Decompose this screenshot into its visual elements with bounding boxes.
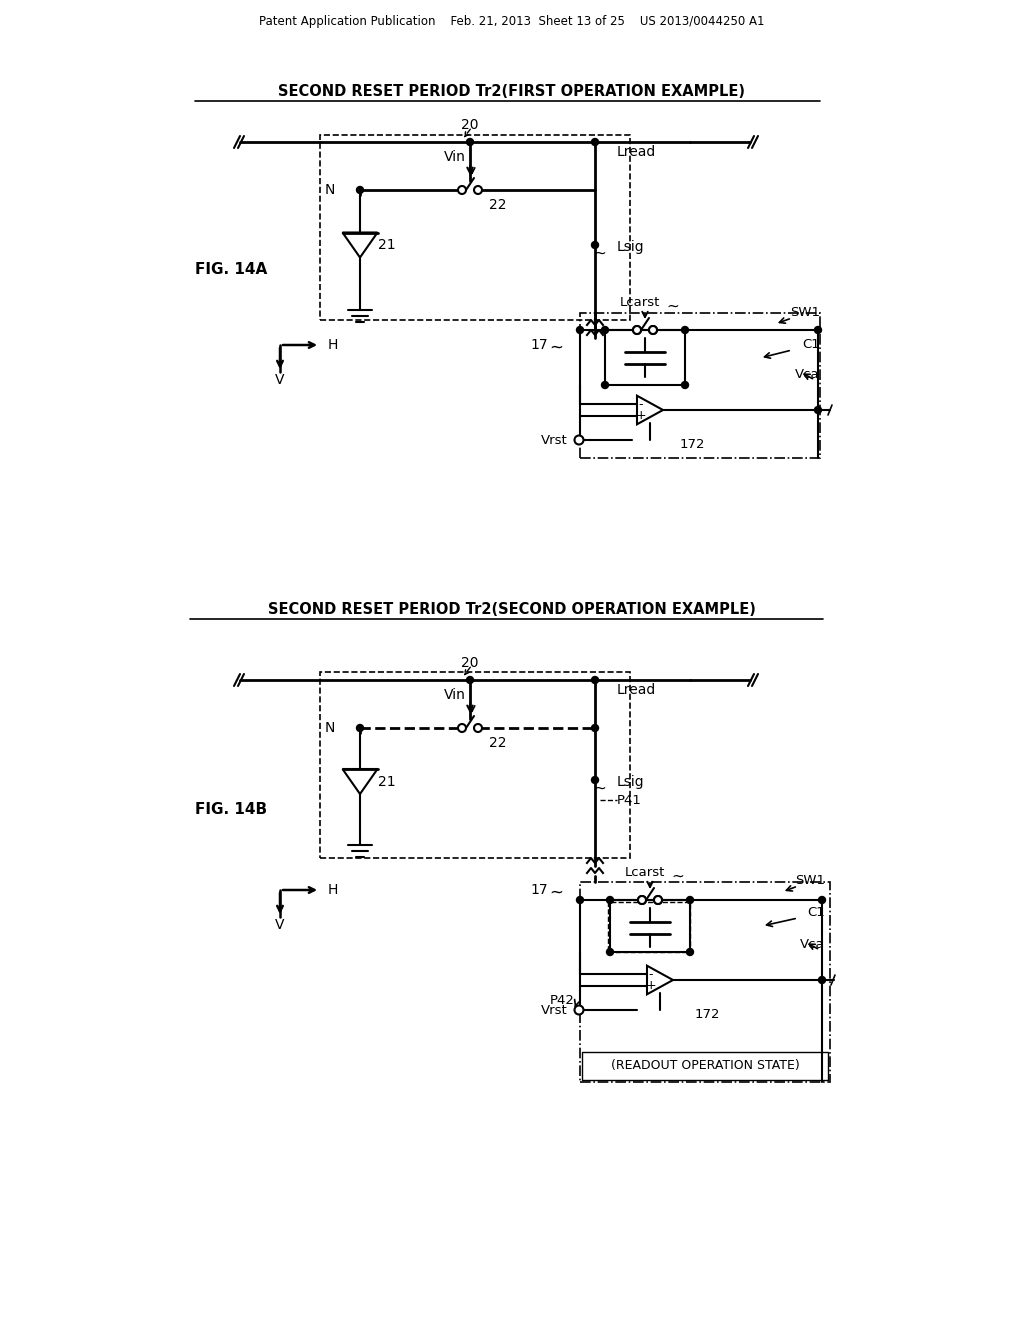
Text: N: N (325, 183, 335, 197)
Text: V: V (275, 917, 285, 932)
Text: 21: 21 (378, 238, 395, 252)
Text: Lread: Lread (617, 682, 656, 697)
Text: H: H (328, 338, 338, 352)
Circle shape (458, 723, 466, 733)
Bar (319, 672, 630, 858)
Circle shape (356, 186, 364, 194)
Text: Lsig: Lsig (617, 775, 645, 789)
Circle shape (638, 896, 646, 904)
Text: Lcarst: Lcarst (625, 866, 666, 879)
Text: 172: 172 (695, 1007, 721, 1020)
Circle shape (574, 436, 584, 445)
Text: 22: 22 (489, 198, 507, 213)
Bar (580, 882, 830, 1082)
Circle shape (814, 326, 821, 334)
Text: +: + (636, 409, 646, 421)
Circle shape (601, 326, 608, 334)
Circle shape (592, 242, 598, 248)
Bar (580, 313, 820, 458)
Bar (582, 1052, 828, 1080)
Text: Vrst: Vrst (542, 433, 568, 446)
Circle shape (633, 326, 641, 334)
Text: Vin: Vin (444, 150, 466, 164)
Text: -: - (648, 969, 653, 981)
Circle shape (474, 186, 482, 194)
Circle shape (577, 326, 584, 334)
Text: ~: ~ (594, 780, 606, 796)
Text: Lread: Lread (617, 145, 656, 158)
Circle shape (458, 186, 466, 194)
Text: SECOND RESET PERIOD Tr2(SECOND OPERATION EXAMPLE): SECOND RESET PERIOD Tr2(SECOND OPERATION… (268, 602, 756, 618)
Text: N: N (325, 721, 335, 735)
Circle shape (592, 676, 598, 684)
Text: 20: 20 (461, 117, 479, 132)
Circle shape (574, 1006, 584, 1015)
Text: Vca: Vca (796, 368, 820, 381)
Bar (608, 902, 690, 952)
Circle shape (682, 381, 688, 388)
Text: 172: 172 (680, 437, 706, 450)
Text: 22: 22 (489, 737, 507, 750)
Text: FIG. 14A: FIG. 14A (195, 263, 267, 277)
Text: Patent Application Publication    Feb. 21, 2013  Sheet 13 of 25    US 2013/00442: Patent Application Publication Feb. 21, … (259, 16, 765, 29)
Text: P41: P41 (617, 793, 642, 807)
Circle shape (633, 326, 641, 334)
Text: C1: C1 (807, 907, 825, 920)
Circle shape (649, 326, 657, 334)
Circle shape (467, 676, 473, 684)
Bar (319, 135, 630, 319)
Circle shape (601, 381, 608, 388)
Text: 17: 17 (530, 338, 548, 352)
Text: V: V (275, 374, 285, 387)
Circle shape (474, 723, 482, 733)
Text: (READOUT OPERATION STATE): (READOUT OPERATION STATE) (610, 1060, 800, 1072)
Text: C1: C1 (802, 338, 820, 351)
Circle shape (814, 407, 821, 413)
Text: Lcarst: Lcarst (620, 296, 660, 309)
Text: ~: ~ (549, 339, 563, 356)
Circle shape (592, 139, 598, 145)
Text: ~: ~ (672, 869, 684, 883)
Text: Vrst: Vrst (542, 1003, 568, 1016)
Text: ~: ~ (549, 884, 563, 902)
Text: 20: 20 (461, 656, 479, 671)
Circle shape (649, 326, 657, 334)
Text: ~: ~ (667, 298, 679, 314)
Text: 21: 21 (378, 775, 395, 788)
Circle shape (686, 949, 693, 956)
Circle shape (606, 949, 613, 956)
Circle shape (577, 896, 584, 903)
Circle shape (592, 725, 598, 731)
Text: 17: 17 (530, 883, 548, 898)
Circle shape (467, 139, 473, 145)
Text: Vca: Vca (801, 939, 825, 952)
Circle shape (356, 725, 364, 731)
Text: Vin: Vin (444, 688, 466, 702)
Text: H: H (328, 883, 338, 898)
Circle shape (606, 896, 613, 903)
Circle shape (592, 776, 598, 784)
Text: ~: ~ (594, 246, 606, 260)
Text: Lsig: Lsig (617, 240, 645, 253)
Circle shape (654, 896, 662, 904)
Text: FIG. 14B: FIG. 14B (195, 803, 267, 817)
Circle shape (818, 977, 825, 983)
Text: SECOND RESET PERIOD Tr2(FIRST OPERATION EXAMPLE): SECOND RESET PERIOD Tr2(FIRST OPERATION … (279, 84, 745, 99)
Text: +: + (645, 978, 656, 991)
Text: SW1: SW1 (795, 874, 825, 887)
Text: -: - (639, 399, 643, 412)
Circle shape (682, 326, 688, 334)
Circle shape (818, 896, 825, 903)
Text: SW1: SW1 (790, 305, 820, 318)
Circle shape (638, 896, 646, 904)
Circle shape (654, 896, 662, 904)
Text: P42: P42 (550, 994, 575, 1006)
Circle shape (686, 896, 693, 903)
